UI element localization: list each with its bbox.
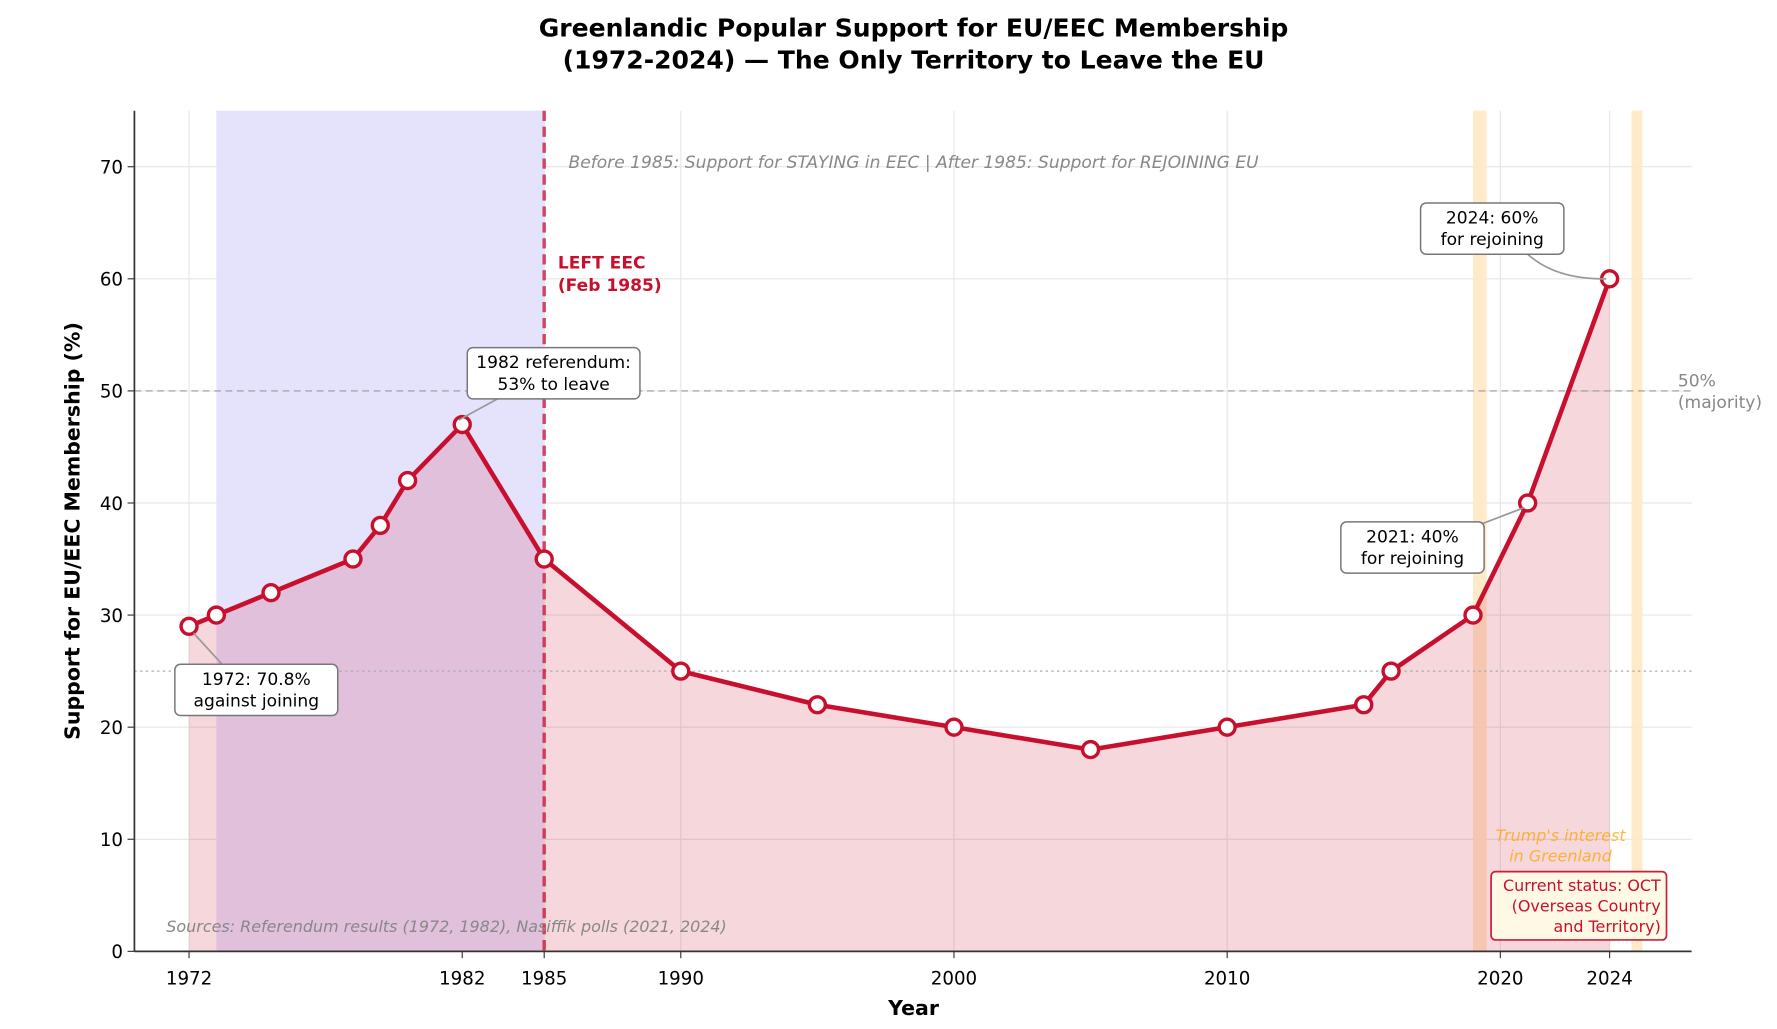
- trump-note: Trump's interest: [1496, 826, 1627, 845]
- data-point: [452, 414, 472, 435]
- shaded-region: [1631, 110, 1643, 952]
- y-tick-label: 30: [100, 606, 123, 627]
- annotation-box: [1340, 521, 1485, 574]
- x-axis-label: Year: [887, 996, 940, 1020]
- x-tick-label: 2000: [931, 968, 977, 989]
- annotation-line2: for rejoining: [1441, 230, 1544, 250]
- x-tick-label: 2024: [1586, 968, 1632, 989]
- x-tick-label: 1990: [658, 968, 704, 989]
- annotation-line2: 53% to leave: [497, 375, 609, 395]
- y-axis-label: Support for EU/EEC Membership (%): [61, 322, 85, 740]
- data-point: [1080, 739, 1101, 760]
- data-point: [1381, 661, 1401, 681]
- sources-note: Sources: Referendum results (1972, 1982)…: [166, 917, 726, 936]
- data-point: [397, 470, 418, 491]
- data-point: [1217, 717, 1237, 737]
- data-point: [534, 549, 554, 569]
- annotation-box: [1419, 202, 1565, 255]
- x-tick-label: 2020: [1477, 968, 1523, 989]
- data-point: [261, 582, 281, 603]
- left-eec-date: (Feb 1985): [558, 276, 662, 296]
- data-point: [179, 616, 199, 636]
- annotation-line2: against joining: [194, 691, 320, 711]
- plot-area: LEFT EEC(Feb 1985) 50%(majority) Before 19…: [100, 110, 1762, 989]
- data-point: [1354, 695, 1374, 715]
- majority-label: 50%: [1678, 371, 1716, 391]
- annotation-arrow: [1525, 252, 1607, 280]
- chart-title: Greenlandic Popular Support for EU/EEC M…: [539, 14, 1289, 43]
- annotation-line2: for rejoining: [1361, 549, 1464, 569]
- y-tick-label: 10: [100, 830, 123, 851]
- data-point: [1463, 605, 1483, 625]
- annotation-line1: 2021: 40%: [1366, 527, 1459, 547]
- y-tick-label: 60: [100, 270, 123, 291]
- annotation-box: [174, 663, 339, 717]
- annotation-line1: 2024: 60%: [1446, 208, 1539, 228]
- data-point: [671, 661, 691, 681]
- trump-note-line2: in Greenland: [1509, 846, 1613, 865]
- period-note: Before 1985: Support for STAYING in EEC …: [569, 153, 1260, 173]
- y-tick-label: 20: [100, 718, 123, 739]
- data-point: [343, 549, 363, 569]
- status-box: [1490, 870, 1668, 941]
- data-point: [807, 695, 828, 715]
- y-tick-label: 70: [100, 158, 123, 179]
- x-tick-label: 1972: [166, 968, 212, 989]
- chart-title-line2: (1972-2024) — The Only Territory to Leav…: [563, 46, 1265, 75]
- annotation-line1: 1972: 70.8%: [202, 670, 311, 690]
- data-point: [206, 605, 227, 625]
- x-tick-label: 1985: [521, 968, 567, 989]
- data-point: [370, 515, 390, 536]
- majority-sublabel: (majority): [1678, 393, 1762, 413]
- y-tick-label: 0: [111, 942, 123, 963]
- x-tick-label: 2010: [1204, 968, 1250, 989]
- y-tick-label: 50: [100, 382, 123, 403]
- annotation-arrow: [192, 632, 223, 665]
- series-line: [188, 278, 1612, 752]
- x-tick-label: 1982: [439, 968, 485, 989]
- y-tick-label: 40: [100, 494, 123, 515]
- annotation-box: [466, 346, 641, 400]
- status-line1: Current status: OCT: [1503, 876, 1661, 895]
- annotation-line1: 1982 referendum:: [476, 353, 631, 373]
- left-eec-label: LEFT EEC: [558, 254, 646, 274]
- data-point: [944, 717, 964, 737]
- status-line3: and Territory): [1553, 917, 1660, 936]
- status-line2: (Overseas Country: [1512, 896, 1661, 915]
